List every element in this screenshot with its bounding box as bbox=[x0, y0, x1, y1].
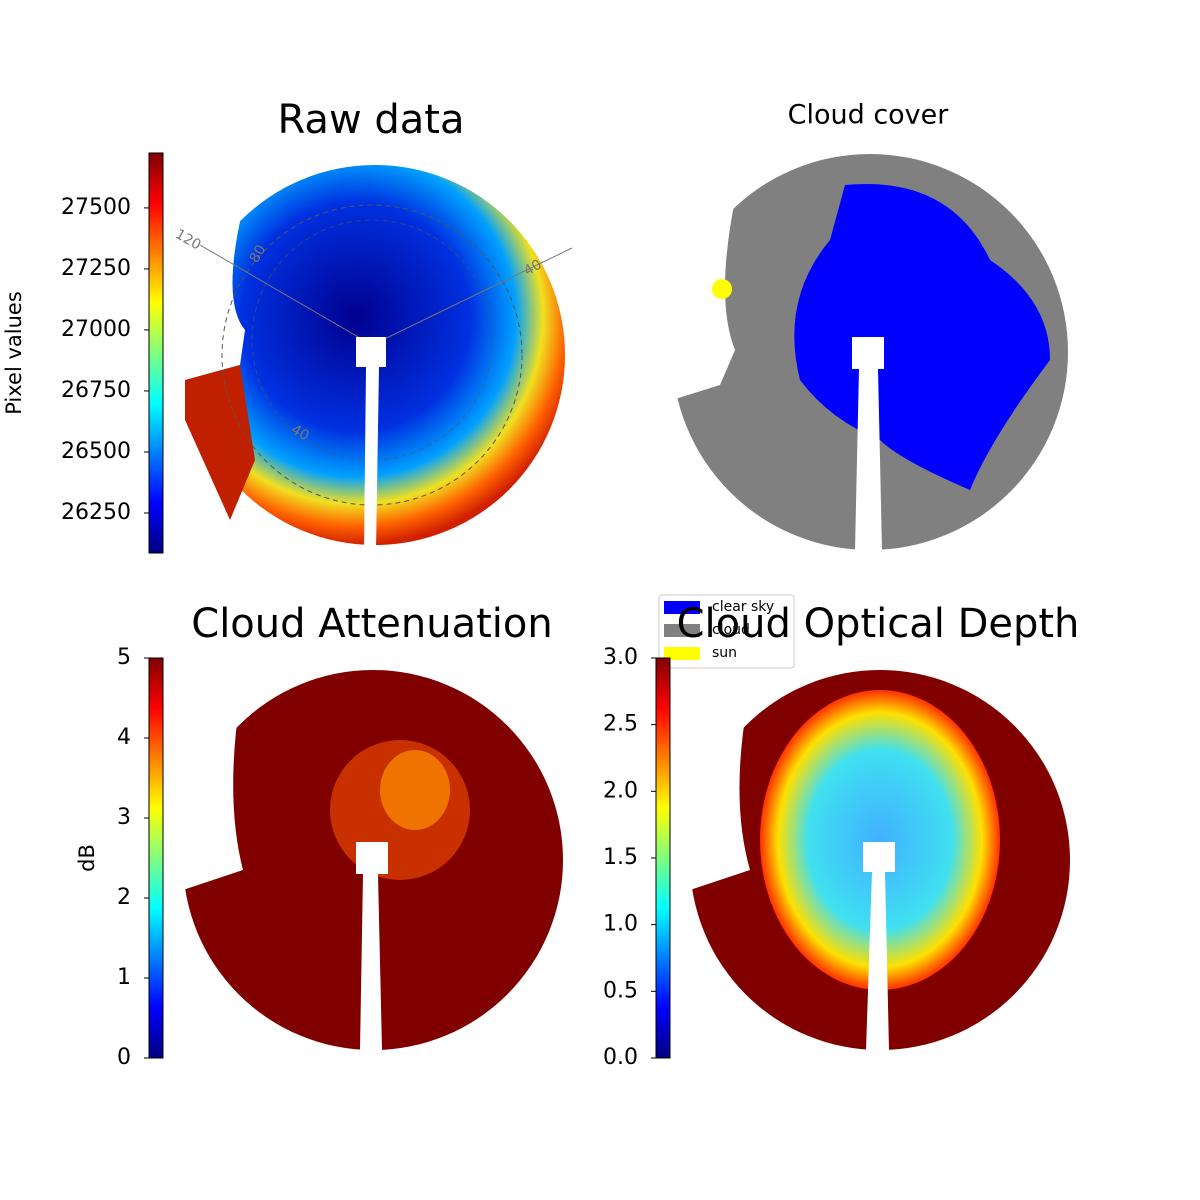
colorbar-tick-label: 26500 bbox=[61, 439, 131, 464]
attenuation-image bbox=[183, 670, 563, 1050]
colorbar bbox=[148, 657, 164, 1059]
panel-title: Cloud Optical Depth bbox=[677, 601, 1080, 647]
colorbar-tick-label: 1.0 bbox=[603, 912, 638, 937]
colorbar-tick-label: 2.5 bbox=[603, 712, 638, 737]
colorbar-tick-label: 27250 bbox=[61, 256, 131, 281]
colorbar-tick-label: 4 bbox=[117, 725, 131, 750]
colorbar-tick-label: 26250 bbox=[61, 500, 131, 525]
colorbar bbox=[148, 152, 164, 554]
colorbar-tick-label: 1.5 bbox=[603, 845, 638, 870]
colorbar-tick-label: 3 bbox=[117, 805, 131, 830]
raw-image bbox=[185, 165, 573, 550]
legend-label: sun bbox=[712, 645, 737, 661]
colorbar bbox=[655, 657, 671, 1059]
colorbar-tick-label: 2 bbox=[117, 885, 131, 910]
ring-label: 40 bbox=[521, 257, 544, 280]
colorbar-tick-label: 2.0 bbox=[603, 778, 638, 803]
colorbar-tick-label: 0.0 bbox=[603, 1045, 638, 1070]
ring-label: 80 bbox=[247, 242, 270, 265]
cloud-cover-image bbox=[672, 154, 1068, 550]
colorbar-label: dB bbox=[75, 844, 99, 872]
colorbar-tick-label: 27500 bbox=[61, 195, 131, 220]
panel-title: Cloud Attenuation bbox=[191, 601, 552, 647]
colorbar-tick-label: 3.0 bbox=[603, 645, 638, 670]
colorbar-tick-label: 0.5 bbox=[603, 978, 638, 1003]
colorbar-tick-label: 0 bbox=[117, 1045, 131, 1070]
panel-title: Cloud cover bbox=[788, 100, 950, 131]
ring-label: 40 bbox=[288, 422, 311, 445]
legend-label: cloud bbox=[712, 622, 750, 638]
legend-swatch bbox=[664, 601, 700, 614]
legend-label: clear sky bbox=[712, 599, 774, 615]
legend-swatch bbox=[664, 624, 700, 637]
colorbar-tick-label: 5 bbox=[117, 645, 131, 670]
optical-depth-image bbox=[690, 670, 1070, 1050]
colorbar-label: Pixel values bbox=[2, 291, 26, 415]
panel-title: Raw data bbox=[278, 97, 465, 143]
legend-swatch bbox=[664, 647, 700, 660]
colorbar-tick-label: 27000 bbox=[61, 317, 131, 342]
colorbar-tick-label: 1 bbox=[117, 965, 131, 990]
colorbar-tick-label: 26750 bbox=[61, 378, 131, 403]
